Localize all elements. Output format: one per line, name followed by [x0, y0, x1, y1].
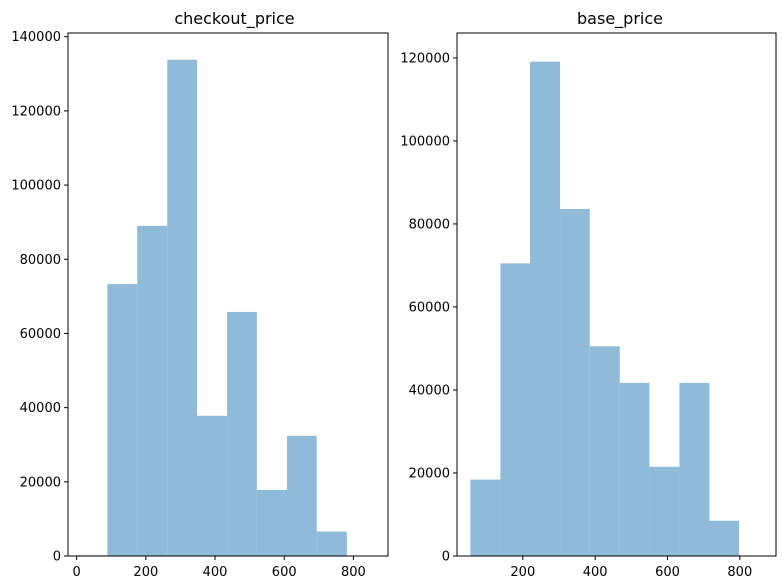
base-price-x-tick-label: 200: [510, 565, 535, 580]
checkout-price-y-tick-label: 0: [53, 550, 61, 565]
base-price-y-axis: 0 20000 40000 60000 80000 100000 120000: [400, 51, 457, 565]
checkout-price-plot-frame: [67, 32, 389, 557]
checkout-price-bars: [77, 59, 347, 556]
base-price-y-tick-label: 20000: [409, 466, 450, 481]
base-price-y-tick-label: 60000: [409, 300, 450, 315]
checkout-price-bar-4: [197, 415, 228, 556]
base-price-x-axis: 200 400 600 800: [510, 556, 752, 580]
checkout-price-y-tick-label: 60000: [20, 327, 61, 342]
checkout-price-y-axis: 0 20000 40000 60000 80000 100000 120000 140000: [11, 30, 68, 565]
checkout-price-x-tick-label: 200: [133, 565, 158, 580]
checkout-price-x-tick-label: 600: [272, 565, 297, 580]
checkout-price-bar-1: [107, 284, 138, 556]
checkout-price-y-tick-label: 100000: [11, 179, 61, 194]
base-price-bar-5: [619, 382, 650, 556]
checkout-price-bar-5: [227, 311, 257, 556]
base-price-y-tick-label: 40000: [409, 383, 450, 398]
checkout-price-bar-3: [167, 59, 198, 556]
checkout-price-bar-8: [316, 531, 347, 556]
base-price-bar-3: [560, 208, 590, 556]
checkout-price-x-tick-label: 400: [203, 565, 228, 580]
base-price-x-tick-label: 800: [727, 565, 752, 580]
base-price-x-tick-label: 600: [655, 565, 680, 580]
checkout-price-x-tick-label: 800: [341, 565, 366, 580]
checkout-price-bar-7: [286, 435, 317, 556]
base-price-bar-4: [589, 346, 620, 556]
base-price-bar-1: [500, 263, 531, 556]
checkout-price-y-tick-label: 80000: [20, 253, 61, 268]
base-price-y-tick-label: 0: [442, 550, 450, 565]
base-price-y-tick-label: 100000: [400, 134, 450, 149]
checkout-price-y-tick-label: 140000: [11, 30, 61, 45]
checkout-price-x-tick-label: 0: [73, 565, 81, 580]
checkout-price-panel: checkout_price 0 200 400 600 800 0 20000 40000…: [11, 9, 389, 580]
checkout-price-x-axis: 0 200 400 600 800: [73, 556, 366, 580]
base-price-title: base_price: [577, 9, 663, 29]
checkout-price-title: checkout_price: [174, 9, 294, 29]
base-price-plot-frame: [456, 32, 777, 557]
base-price-panel: base_price 200 400 600 800 0 20000 40000 60000…: [400, 9, 777, 580]
base-price-bars: [470, 61, 740, 557]
checkout-price-y-tick-label: 120000: [11, 104, 61, 119]
checkout-price-bar-6: [256, 489, 287, 556]
checkout-price-y-tick-label: 20000: [20, 475, 61, 490]
base-price-bar-2: [530, 61, 561, 557]
base-price-y-tick-label: 80000: [409, 217, 450, 232]
checkout-price-y-tick-label: 40000: [20, 401, 61, 416]
checkout-price-bar-2: [137, 225, 168, 556]
base-price-bar-0: [470, 479, 501, 556]
base-price-y-tick-label: 120000: [400, 51, 450, 66]
base-price-bar-8: [709, 520, 740, 556]
base-price-bar-6: [649, 466, 680, 556]
base-price-bar-7: [679, 382, 710, 556]
base-price-x-tick-label: 400: [583, 565, 608, 580]
